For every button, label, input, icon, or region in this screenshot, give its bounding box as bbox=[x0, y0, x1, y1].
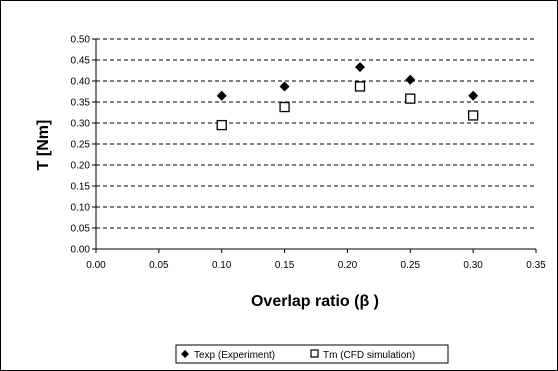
legend: Texp (Experiment) Tm (CFD simulation) bbox=[175, 344, 449, 364]
simulation-point bbox=[354, 81, 366, 92]
grid-lines bbox=[96, 38, 536, 229]
experiment-point bbox=[355, 62, 365, 73]
legend-marker-diamond bbox=[181, 350, 189, 358]
simulation-point bbox=[405, 93, 416, 104]
y-tick-label: 0.50 bbox=[71, 35, 91, 46]
legend-label-simulation: Tm (CFD simulation) bbox=[323, 350, 415, 361]
x-tick-label: 0.25 bbox=[401, 260, 421, 271]
x-tick-label: 0.35 bbox=[526, 260, 546, 271]
simulation-point bbox=[467, 110, 479, 121]
legend-label-experiment: Texp (Experiment) bbox=[194, 350, 275, 361]
x-tick-label: 0.15 bbox=[275, 260, 295, 271]
y-tick-label: 0.40 bbox=[71, 77, 91, 88]
legend-marker-square bbox=[310, 349, 319, 358]
experiment-point bbox=[216, 90, 227, 101]
y-axis-title: T [Nm] bbox=[35, 120, 52, 171]
y-tick-label: 0.15 bbox=[71, 182, 91, 193]
y-tick-label: 0.05 bbox=[71, 224, 91, 235]
simulation-point bbox=[216, 119, 227, 131]
x-tick-label: 0.00 bbox=[86, 260, 106, 271]
simulation-point bbox=[279, 101, 290, 113]
x-tick-label: 0.20 bbox=[338, 260, 358, 271]
data-points bbox=[216, 62, 479, 131]
y-tick-label: 0.30 bbox=[71, 119, 91, 130]
x-tick-label: 0.10 bbox=[212, 260, 232, 271]
y-tick-label: 0.45 bbox=[71, 56, 91, 67]
experiment-point bbox=[468, 90, 479, 101]
x-tick-label: 0.05 bbox=[149, 260, 169, 271]
axes bbox=[92, 38, 537, 253]
y-tick-label: 0.35 bbox=[71, 98, 91, 109]
x-axis-title: Overlap ratio (β ) bbox=[251, 293, 379, 310]
y-tick-label: 0.10 bbox=[71, 203, 91, 214]
y-tick-label: 0.20 bbox=[71, 161, 91, 172]
y-tick-label: 0.25 bbox=[71, 140, 91, 151]
x-tick-label: 0.30 bbox=[463, 260, 483, 271]
experiment-point bbox=[405, 74, 416, 85]
experiment-point bbox=[279, 81, 290, 92]
tick-labels: 0.00 0.05 0.10 0.15 0.20 0.25 0.30 0.35 0.40 0.45… bbox=[71, 35, 547, 272]
y-tick-label: 0.00 bbox=[71, 245, 91, 256]
